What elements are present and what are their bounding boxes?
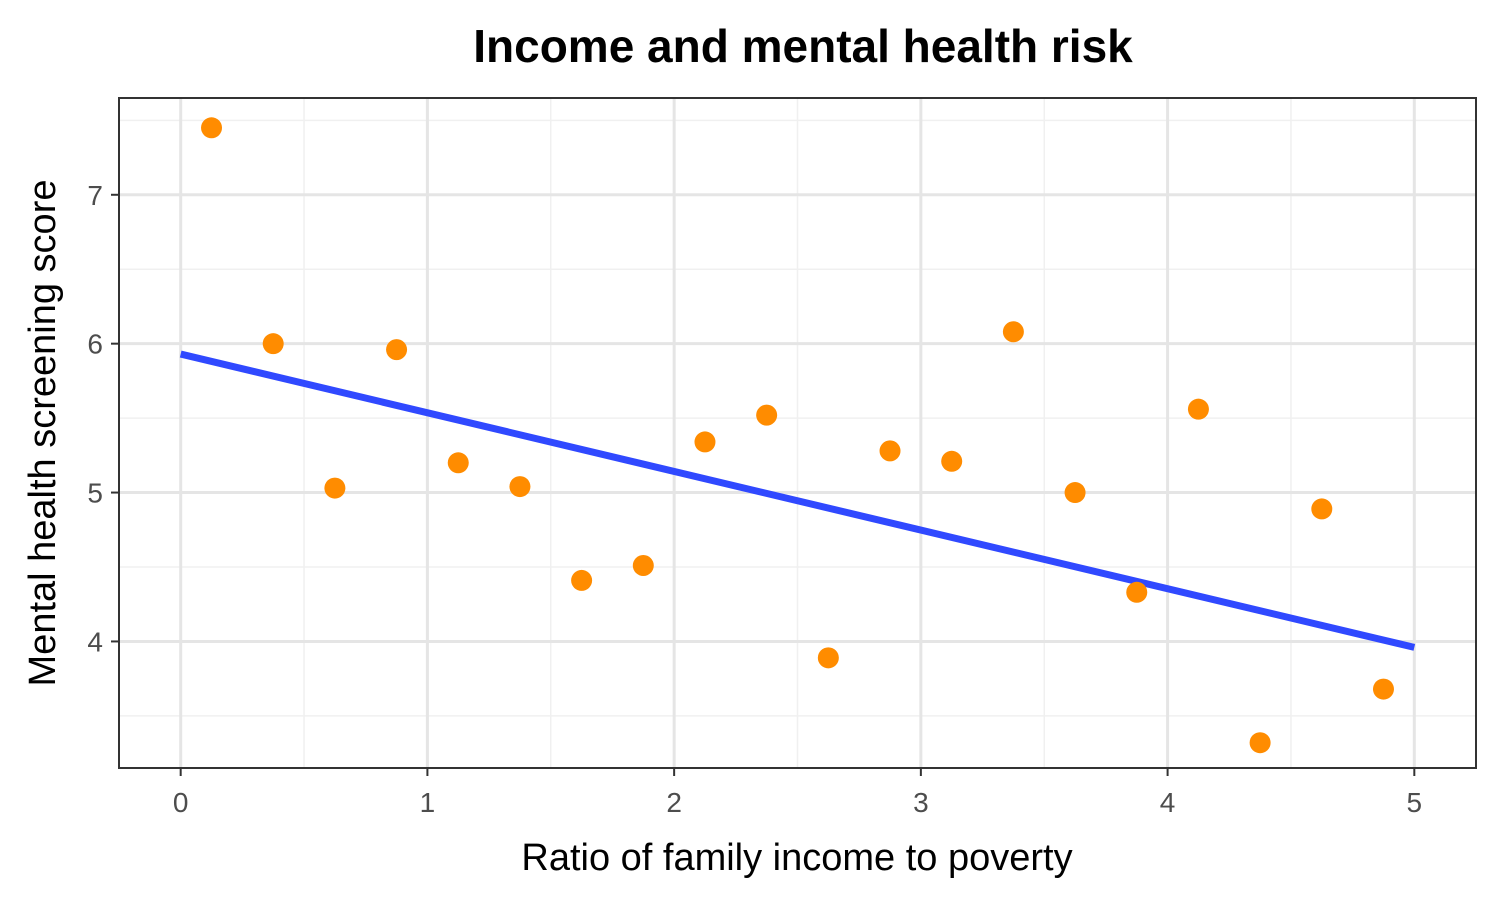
y-axis-title: Mental health screening score — [22, 180, 64, 687]
axis-ticks: 0 1 2 3 4 5 4 5 6 7 — [87, 180, 1422, 818]
data-point — [941, 450, 963, 472]
x-tick-label: 5 — [1407, 787, 1423, 818]
data-point — [447, 452, 469, 474]
data-point — [879, 440, 901, 462]
x-tick-label: 1 — [420, 787, 436, 818]
x-axis-title: Ratio of family income to poverty — [521, 837, 1072, 879]
plot-panel — [118, 97, 1477, 769]
trend-line-group — [179, 350, 1416, 651]
y-tick-label: 4 — [87, 626, 103, 657]
data-point — [694, 431, 716, 453]
y-tick-label: 7 — [87, 180, 103, 211]
data-point — [509, 476, 531, 498]
data-point — [201, 117, 223, 139]
data-point — [262, 333, 284, 355]
trend-line — [179, 350, 1416, 651]
chart-title: Income and mental health risk — [473, 20, 1133, 72]
x-tick-label: 3 — [913, 787, 929, 818]
data-point — [1187, 398, 1209, 420]
data-point — [386, 339, 408, 361]
data-point — [632, 555, 654, 577]
data-point — [1064, 482, 1086, 504]
data-point — [1311, 498, 1333, 520]
x-tick-label: 4 — [1160, 787, 1176, 818]
grid — [119, 98, 1476, 768]
points-group — [201, 117, 1394, 754]
data-point — [1372, 678, 1394, 700]
data-point — [817, 647, 839, 669]
data-point — [1002, 321, 1024, 343]
y-tick-label: 6 — [87, 329, 103, 360]
data-point — [324, 477, 346, 499]
data-point — [571, 569, 593, 591]
data-point — [756, 404, 778, 426]
x-tick-label: 0 — [173, 787, 189, 818]
y-tick-label: 5 — [87, 478, 103, 509]
x-tick-label: 2 — [666, 787, 682, 818]
data-point — [1249, 732, 1271, 754]
data-point — [1126, 581, 1148, 603]
